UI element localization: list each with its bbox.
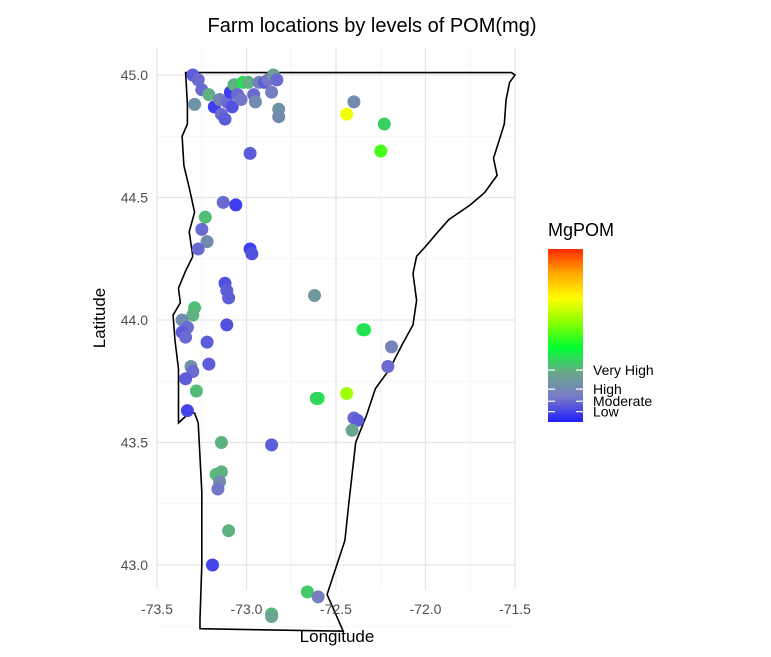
x-tick-label: -73.5 <box>141 601 173 617</box>
farm-point <box>340 387 354 400</box>
data-points <box>175 68 398 623</box>
farm-point <box>374 144 388 158</box>
farm-point <box>309 391 323 405</box>
y-axis-title: Latitude <box>90 288 109 349</box>
farm-point <box>300 585 314 599</box>
chart-title: Farm locations by levels of POM(mg) <box>208 15 537 37</box>
y-tick-label: 44.5 <box>121 190 148 206</box>
farm-point <box>191 242 205 256</box>
farm-point <box>200 235 214 249</box>
farm-point <box>356 323 370 337</box>
y-tick-label: 44.0 <box>121 312 148 328</box>
farm-point <box>222 524 236 538</box>
farm-point <box>206 558 219 572</box>
farm-point <box>241 75 255 89</box>
farm-point <box>180 404 194 418</box>
farm-point <box>340 107 354 121</box>
x-tick-label: -71.5 <box>499 601 531 617</box>
farm-point <box>186 308 200 322</box>
farm-point <box>229 198 243 212</box>
farm-point <box>248 95 262 109</box>
y-tick-label: 45.0 <box>121 67 148 83</box>
legend-label: Very High <box>593 362 654 378</box>
legend-label: Moderate <box>593 393 652 409</box>
legend-label: High <box>593 381 622 397</box>
farm-point <box>202 357 216 371</box>
farm-point <box>308 289 321 302</box>
farm-point <box>265 85 279 99</box>
farm-point <box>225 100 239 114</box>
farm-point <box>195 222 209 236</box>
farm-point <box>245 247 259 261</box>
farm-point <box>216 195 230 209</box>
vermont-outline <box>172 71 517 633</box>
farm-point <box>200 335 214 349</box>
farm-point <box>211 482 225 496</box>
farm-point <box>179 330 193 344</box>
farm-point <box>385 340 398 354</box>
farm-point <box>311 590 325 604</box>
farm-point <box>272 110 286 124</box>
farm-point <box>214 465 228 479</box>
farm-point <box>198 210 212 224</box>
farm-point <box>189 384 203 398</box>
farm-point <box>220 318 234 332</box>
y-tick-label: 43.5 <box>121 435 148 451</box>
farm-point <box>179 372 193 386</box>
farm-point <box>202 88 216 102</box>
farm-point <box>347 95 361 109</box>
farm-point <box>243 146 257 160</box>
farm-point <box>345 423 359 437</box>
legend-label: Low <box>593 404 620 420</box>
farm-point <box>351 413 364 427</box>
y-tick-label: 43.0 <box>121 557 148 573</box>
farm-point <box>270 73 284 87</box>
farm-point <box>265 438 279 452</box>
x-tick-label: -73.0 <box>231 601 263 617</box>
farm-point <box>234 93 248 106</box>
farm-point <box>265 610 279 623</box>
x-tick-label: -72.0 <box>410 601 442 617</box>
farm-point <box>218 112 232 126</box>
legend-color-bar <box>548 249 583 422</box>
axis-ticks: -73.5 -73.0 -72.5 -72.0 -71.5 43.0 43.5 44.0 44.… <box>121 67 531 617</box>
farm-point <box>381 360 395 373</box>
farm-point <box>214 436 228 449</box>
farm-point <box>377 117 391 131</box>
x-tick-label: -72.5 <box>320 601 352 617</box>
x-axis-title: Longitude <box>300 627 375 646</box>
farm-point <box>191 73 205 87</box>
farm-point <box>188 97 202 111</box>
legend-title: MgPOM <box>548 220 614 240</box>
farm-point <box>222 291 236 305</box>
